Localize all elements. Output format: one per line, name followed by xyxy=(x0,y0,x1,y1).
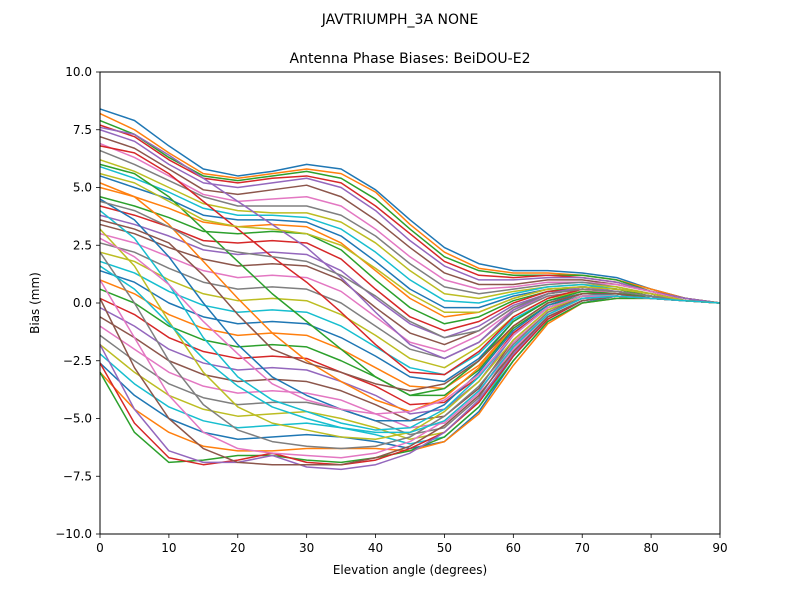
x-tick-label: 90 xyxy=(712,541,727,555)
x-tick-label: 30 xyxy=(299,541,314,555)
x-tick-label: 50 xyxy=(437,541,452,555)
x-tick-label: 20 xyxy=(230,541,245,555)
chart-title: Antenna Phase Biases: BeiDOU-E2 xyxy=(290,51,531,67)
x-tick-label: 40 xyxy=(368,541,383,555)
series-line-2 xyxy=(99,119,721,304)
y-tick-label: −10.0 xyxy=(55,527,92,541)
x-axis-label: Elevation angle (degrees) xyxy=(333,563,487,577)
y-tick-label: 5.0 xyxy=(73,181,92,195)
x-tick-label: 10 xyxy=(161,541,176,555)
x-tick-label: 0 xyxy=(96,541,104,555)
x-axis-ticks: 0 10 20 30 40 50 60 70 80 90 xyxy=(96,534,728,555)
series-line-6 xyxy=(99,142,721,304)
y-tick-label: 10.0 xyxy=(65,65,92,79)
x-tick-label: 70 xyxy=(575,541,590,555)
y-axis-label: Bias (mm) xyxy=(28,272,42,334)
y-tick-label: 2.5 xyxy=(73,238,92,252)
series-layer xyxy=(99,108,721,471)
y-axis-ticks: −10.0 −7.5 −5.0 −2.5 0.0 2.5 5.0 7.5 10.0 xyxy=(55,65,100,541)
series-line-8 xyxy=(99,159,721,304)
y-tick-label: −5.0 xyxy=(63,412,92,426)
series-line-0 xyxy=(99,108,721,304)
series-line-45 xyxy=(99,219,721,392)
figure-suptitle: JAVTRIUMPH_3A NONE xyxy=(321,12,479,28)
series-line-32 xyxy=(99,297,721,464)
y-tick-label: 0.0 xyxy=(73,296,92,310)
plot-area xyxy=(99,108,721,471)
series-line-48 xyxy=(99,172,721,313)
x-tick-label: 80 xyxy=(643,541,658,555)
series-line-47 xyxy=(99,200,721,339)
series-line-49 xyxy=(99,265,721,434)
x-tick-label: 60 xyxy=(506,541,521,555)
y-tick-label: −2.5 xyxy=(63,354,92,368)
series-line-4 xyxy=(99,129,721,304)
y-tick-label: −7.5 xyxy=(63,469,92,483)
y-tick-label: 7.5 xyxy=(73,123,92,137)
